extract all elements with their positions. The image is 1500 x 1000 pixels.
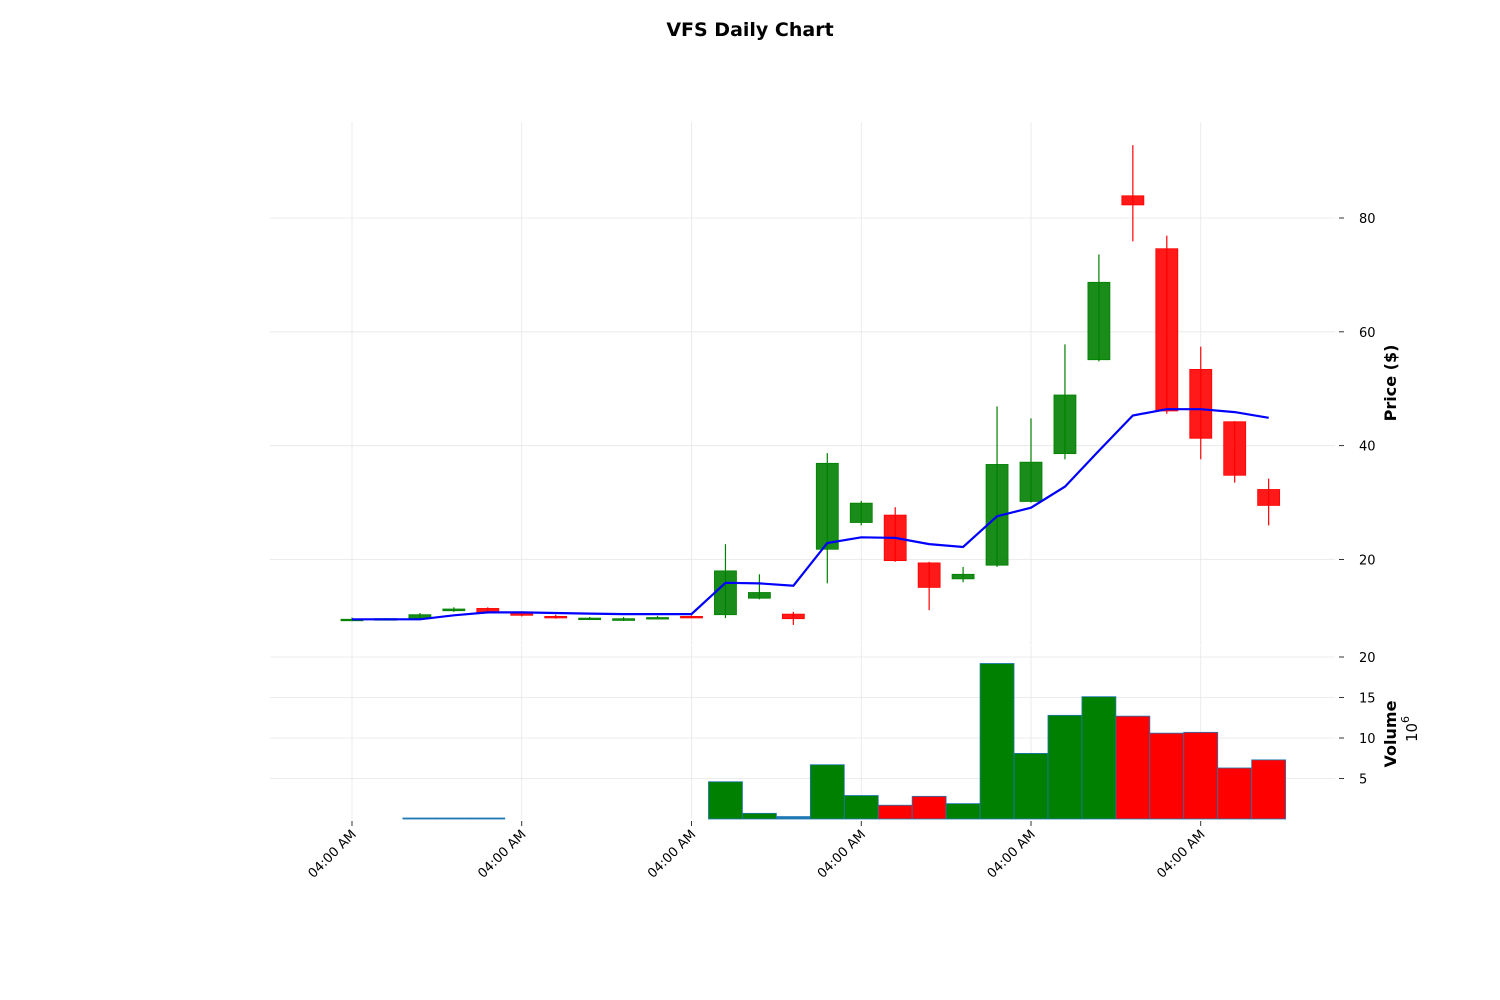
candle-body <box>1155 248 1179 412</box>
candle-body <box>781 613 805 620</box>
volume-bar <box>708 781 743 820</box>
volume-bar <box>877 804 913 820</box>
price-axis-ticks: 20 40 60 80 <box>1339 212 1376 569</box>
volume-bars <box>402 663 1287 820</box>
candle-body <box>442 608 466 612</box>
volume-bar <box>911 795 947 820</box>
candle-body <box>815 462 839 550</box>
candle-body <box>985 464 1009 566</box>
candle-body <box>748 592 771 599</box>
candle-body <box>646 617 669 620</box>
x-tick-label: 04:00 AM <box>306 827 360 881</box>
x-tick-label: 04:00 AM <box>475 827 529 881</box>
candle-bodies <box>340 195 1281 622</box>
candle-body <box>544 616 568 619</box>
candle-wicks <box>351 145 1270 625</box>
x-tick-label: 04:00 AM <box>1154 827 1208 881</box>
x-tick-label: 04:00 AM <box>985 827 1039 881</box>
volume-tick-label: 5 <box>1359 773 1367 788</box>
volume-bar <box>470 817 506 820</box>
candle-body <box>1053 394 1077 455</box>
volume-bar <box>402 817 438 820</box>
candle-body <box>680 616 703 619</box>
price-tick-label: 80 <box>1359 212 1376 227</box>
volume-multiplier-base: 10 <box>1403 723 1421 742</box>
candle-body <box>917 562 941 588</box>
moving-average-line <box>352 408 1269 621</box>
price-tick-label: 20 <box>1359 554 1376 569</box>
volume-tick-label: 20 <box>1359 651 1376 666</box>
volume-bar <box>1251 759 1287 820</box>
volume-bar <box>1047 714 1083 820</box>
candle-body <box>849 502 873 523</box>
volume-bar <box>843 795 879 820</box>
candle-body <box>951 573 975 580</box>
volume-bar <box>775 816 811 820</box>
candle-body <box>714 570 737 616</box>
x-tick-label: 04:00 AM <box>645 827 699 881</box>
volume-axis-label: Volume <box>1381 700 1400 767</box>
price-grid <box>270 122 1335 645</box>
price-tick-label: 40 <box>1359 440 1376 455</box>
candle-body <box>578 617 602 621</box>
volume-bar <box>945 803 981 820</box>
volume-multiplier-exponent: 6 <box>1399 716 1412 723</box>
candle-body <box>612 618 635 621</box>
chart-title: VFS Daily Chart <box>666 19 833 41</box>
volume-bar <box>809 764 845 820</box>
candle-body <box>1223 421 1247 476</box>
candle-body <box>1189 368 1213 439</box>
price-tick-label: 60 <box>1359 326 1376 341</box>
volume-bar <box>1217 767 1253 820</box>
volume-axis-ticks: 5 10 15 20 <box>1339 651 1376 788</box>
candle-body <box>1121 195 1145 206</box>
x-tick-label: 04:00 AM <box>815 827 869 881</box>
volume-bar <box>1149 732 1185 820</box>
price-axis-label: Price ($) <box>1381 345 1400 422</box>
candle-body <box>1257 489 1281 506</box>
volume-bar <box>1183 731 1219 820</box>
volume-tick-label: 10 <box>1359 732 1376 747</box>
volume-multiplier: 10 6 <box>1399 716 1421 742</box>
volume-bar <box>742 812 777 820</box>
candle-body <box>1019 461 1043 502</box>
volume-bar <box>1115 715 1151 820</box>
volume-bar <box>1013 752 1049 820</box>
x-axis-ticks: 04:00 AM 04:00 AM 04:00 AM 04:00 AM 04:00 AM… <box>306 821 1209 881</box>
volume-bar <box>979 663 1015 820</box>
volume-bar <box>436 817 472 820</box>
volume-bar <box>1081 696 1117 820</box>
candle-body <box>1087 281 1111 361</box>
volume-tick-label: 15 <box>1359 692 1376 707</box>
